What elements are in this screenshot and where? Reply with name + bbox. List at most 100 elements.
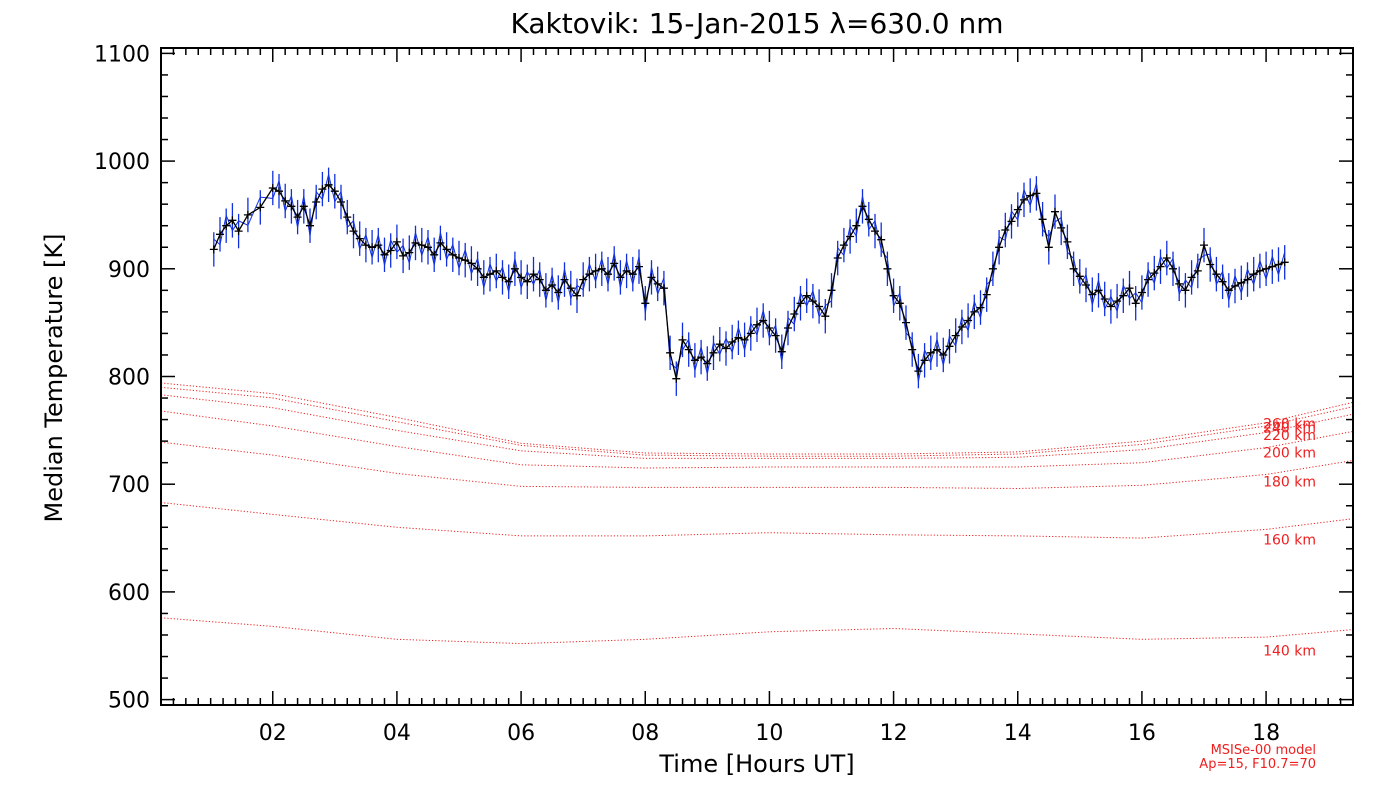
data-point (554, 288, 563, 297)
data-point (734, 333, 743, 342)
model-curve-label: 260 km (1263, 416, 1316, 432)
data-point (858, 202, 867, 211)
data-point (597, 264, 606, 273)
data-point (610, 259, 619, 268)
data-point (243, 210, 252, 219)
data-point (957, 323, 966, 331)
data-point (1144, 275, 1153, 284)
data-point (970, 307, 979, 316)
data-point (827, 286, 836, 295)
data-point (771, 331, 780, 340)
data-point (492, 266, 501, 275)
model-curve-label: 140 km (1263, 644, 1316, 660)
data-point (796, 299, 805, 308)
data-point (939, 351, 948, 359)
data-point (678, 335, 687, 344)
data-point (883, 264, 892, 273)
data-point (1237, 278, 1246, 287)
data-point (275, 187, 283, 196)
data-point (635, 262, 643, 271)
data-point (740, 335, 749, 344)
data-point (1249, 270, 1258, 279)
x-tick-label: 10 (755, 721, 783, 746)
data-point (461, 256, 470, 265)
data-point (908, 345, 917, 354)
data-point (337, 198, 345, 206)
x-tick-label: 06 (507, 721, 535, 746)
data-point (1119, 291, 1128, 300)
data-point (1169, 264, 1177, 273)
data-point (672, 374, 681, 383)
data-point (1206, 260, 1215, 269)
data-point (1057, 223, 1066, 232)
data-point (1038, 215, 1047, 224)
data-point (585, 270, 594, 279)
data-point (914, 367, 923, 376)
data-point (659, 284, 668, 293)
x-tick-label: 14 (1004, 721, 1032, 746)
data-point (417, 241, 426, 250)
data-point (1100, 295, 1109, 303)
data-point (324, 180, 333, 189)
x-axis-label: Time [Hours UT] (658, 750, 854, 778)
plot-axes: 02 04 06 08 10 12 14 16 18 500 600 700 800 900 1000 110… (94, 42, 1354, 746)
data-point (1262, 264, 1271, 273)
data-point (895, 299, 904, 308)
measured-series (209, 167, 1289, 396)
data-point (808, 297, 817, 306)
data-point (976, 303, 985, 312)
model-curve-label: 160 km (1263, 533, 1316, 549)
data-point (877, 235, 886, 244)
data-point (442, 245, 451, 254)
data-point (759, 316, 768, 325)
data-point (1212, 270, 1221, 279)
data-point (833, 254, 842, 262)
data-point (864, 215, 873, 224)
data-point (709, 348, 718, 357)
data-point (256, 203, 265, 212)
data-point (1187, 273, 1196, 282)
data-point (1001, 226, 1010, 234)
data-point (1200, 241, 1208, 250)
data-point (486, 270, 494, 279)
data-point (529, 270, 538, 279)
data-point (268, 184, 277, 192)
data-point (330, 187, 339, 196)
data-point (1075, 272, 1084, 281)
data-point (1175, 279, 1184, 288)
model-curve-label: 180 km (1263, 475, 1316, 491)
data-point (293, 213, 302, 222)
data-point (982, 290, 991, 299)
data-point (995, 243, 1004, 252)
data-point (889, 291, 898, 300)
data-point (430, 250, 439, 259)
data-point (628, 270, 637, 279)
data-point (666, 348, 675, 357)
data-point (1026, 191, 1035, 200)
data-point (374, 241, 383, 250)
model-curve-2 (160, 441, 1354, 490)
data-point (222, 221, 231, 230)
data-point (312, 198, 321, 206)
data-point (1150, 269, 1159, 278)
data-point (1268, 262, 1277, 271)
data-point (1280, 258, 1289, 267)
data-point (399, 251, 408, 260)
data-point (1088, 290, 1097, 299)
x-tick-label: 04 (383, 721, 411, 746)
data-point (455, 254, 463, 262)
data-point (1094, 286, 1103, 295)
data-point (473, 264, 482, 273)
data-point (641, 299, 650, 308)
data-point (1044, 243, 1053, 252)
data-point (951, 331, 960, 340)
data-point (510, 264, 519, 273)
data-point (784, 324, 792, 332)
data-point (988, 264, 997, 273)
data-point (573, 291, 581, 300)
data-point (690, 356, 699, 365)
data-point (1137, 288, 1146, 297)
data-point (368, 243, 377, 252)
data-point (1063, 237, 1072, 246)
data-point (684, 345, 693, 354)
